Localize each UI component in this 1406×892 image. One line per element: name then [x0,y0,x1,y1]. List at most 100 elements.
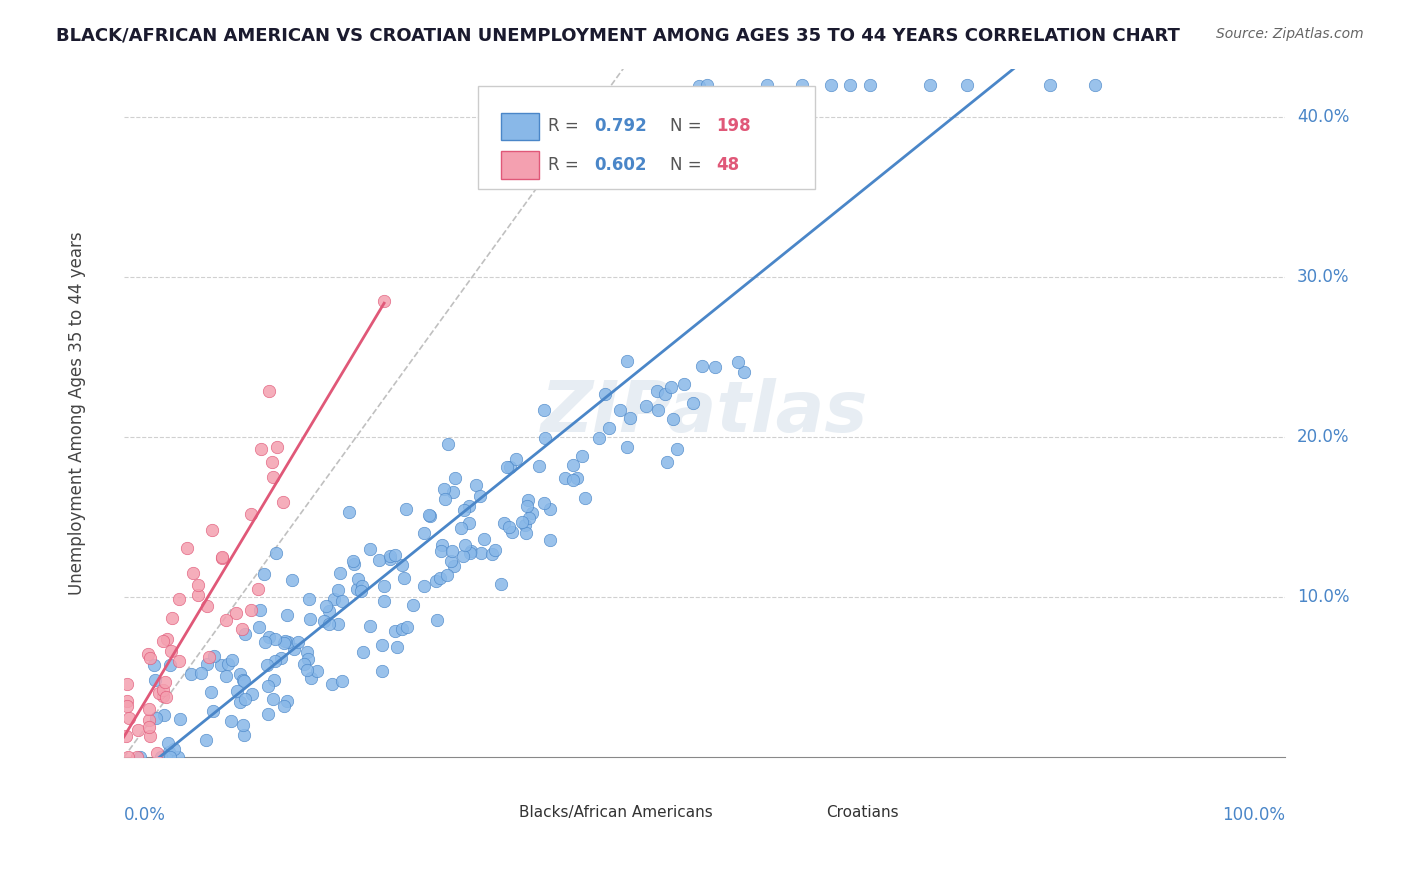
Point [152,683,174,698]
Point [153,674,176,689]
Point [176,541,198,555]
Point [350,579,373,593]
Point [118,711,141,725]
Text: R =: R = [548,118,578,136]
Point [167,654,190,668]
Point [292,657,315,671]
Text: Source: ZipAtlas.com: Source: ZipAtlas.com [1216,27,1364,41]
Point [215,669,238,683]
Point [346,582,368,596]
Point [138,729,160,743]
Point [501,524,523,539]
Point [755,78,778,92]
Point [371,665,394,679]
Point [138,713,160,727]
Point [337,505,360,519]
Point [153,708,176,723]
Point [457,500,479,514]
Point [433,482,456,496]
Point [166,750,188,764]
Point [437,437,460,451]
Point [273,636,295,650]
Point [444,471,467,485]
Point [419,509,441,524]
Point [733,365,755,379]
Point [287,635,309,649]
Point [391,558,413,572]
Point [262,455,284,469]
FancyBboxPatch shape [502,151,538,178]
Point [450,521,472,535]
Point [396,620,419,634]
Point [352,645,374,659]
Point [498,520,520,534]
Point [247,582,270,597]
Point [256,657,278,672]
Point [654,386,676,401]
Text: R =: R = [548,156,578,174]
Point [117,750,139,764]
Point [565,471,588,485]
Point [517,492,540,507]
Point [418,508,440,522]
Text: 0.602: 0.602 [595,156,647,174]
Point [643,145,665,159]
FancyBboxPatch shape [502,112,538,140]
Point [326,582,349,597]
Text: 100.0%: 100.0% [1222,805,1285,823]
Point [163,742,186,756]
Point [342,554,364,568]
Point [458,516,481,531]
Point [682,396,704,410]
Point [221,653,243,667]
Point [609,402,631,417]
Point [727,355,749,369]
Point [152,690,174,704]
Point [384,548,406,562]
Point [143,657,166,672]
Point [180,667,202,681]
Point [329,566,352,581]
Point [198,650,221,665]
Point [636,399,658,413]
Point [373,594,395,608]
Point [359,542,381,557]
Point [225,607,247,621]
Point [155,690,177,704]
Point [696,78,718,92]
Point [194,733,217,747]
Point [505,452,527,467]
Point [253,634,276,648]
Point [616,102,638,116]
Point [474,532,496,546]
Point [321,677,343,691]
Point [956,78,979,92]
Point [690,359,713,373]
Point [498,460,520,475]
Point [127,723,149,738]
Point [378,552,401,566]
Point [270,651,292,665]
Point [391,622,413,636]
Point [305,664,328,678]
Point [209,658,232,673]
Point [392,570,415,584]
Text: N =: N = [669,118,702,136]
Point [792,78,814,92]
Point [516,499,538,513]
Point [143,673,166,687]
Point [484,543,506,558]
Point [384,624,406,638]
Point [451,549,474,564]
Point [256,707,278,722]
Point [283,642,305,657]
Point [529,459,551,474]
Point [271,495,294,509]
Point [616,440,638,454]
Point [247,620,270,634]
Text: 10.0%: 10.0% [1298,588,1350,607]
Point [201,524,224,538]
Point [299,671,322,685]
Point [240,687,263,701]
Point [187,578,209,592]
